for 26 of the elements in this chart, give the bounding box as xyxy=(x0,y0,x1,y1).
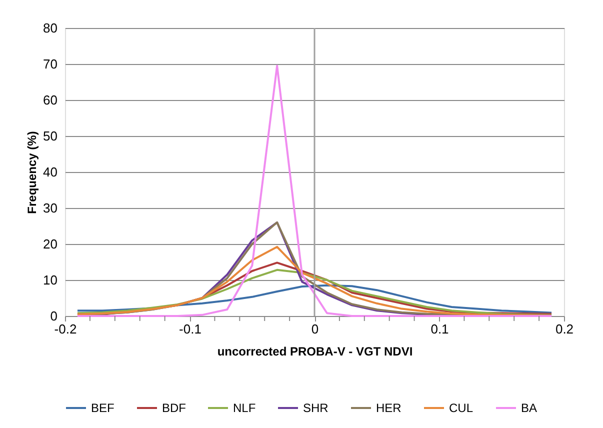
y-tick-label: 30 xyxy=(43,200,58,216)
x-axis-title: uncorrected PROBA-V - VGT NDVI xyxy=(217,344,413,358)
y-tick-label: 80 xyxy=(43,20,58,36)
legend-label: BA xyxy=(521,401,538,415)
legend-label: CUL xyxy=(449,401,474,415)
y-tick-label: 20 xyxy=(43,236,58,252)
line-series xyxy=(76,64,553,317)
y-axis-title: Frequency (%) xyxy=(25,131,40,214)
y-tick-label: 50 xyxy=(43,128,58,144)
legend-label: BEF xyxy=(91,401,114,415)
y-tick-label: 0 xyxy=(50,308,58,324)
legend-label: BDF xyxy=(162,401,186,415)
legend-label: SHR xyxy=(303,401,329,415)
legend-label: HER xyxy=(376,401,402,415)
x-tick-label: 0 xyxy=(311,322,319,336)
x-tick-label: -0.1 xyxy=(179,322,202,336)
x-tick-label: -0.2 xyxy=(54,322,77,336)
line-series xyxy=(76,246,553,317)
y-tick-label: 70 xyxy=(43,56,58,72)
x-tick-label: 0.1 xyxy=(430,322,449,336)
y-tick-label: 10 xyxy=(43,272,58,288)
legend-label: NLF xyxy=(233,401,256,415)
y-tick-label: 60 xyxy=(43,92,58,108)
x-tick-label: 0.2 xyxy=(555,322,574,336)
y-tick-label: 40 xyxy=(43,164,58,180)
line-series xyxy=(76,284,553,314)
